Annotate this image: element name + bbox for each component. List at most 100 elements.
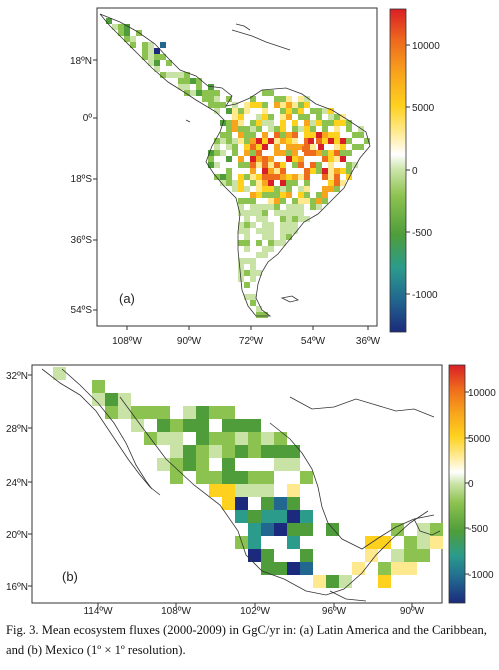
flux-cell	[417, 536, 430, 549]
colorbar-b-tick-label: 5000	[468, 434, 491, 445]
flux-cell	[268, 174, 274, 180]
flux-cell	[160, 54, 166, 60]
flux-cell	[340, 150, 346, 156]
flux-cell	[328, 108, 334, 114]
flux-cell	[322, 108, 328, 114]
flux-cell	[190, 90, 196, 96]
map-b-ytick-label: 24ºN	[6, 478, 28, 489]
flux-cell	[292, 222, 298, 228]
flux-cell	[358, 138, 364, 144]
flux-cell	[214, 168, 220, 174]
flux-cell	[286, 108, 292, 114]
flux-cell	[286, 120, 292, 126]
flux-cell	[286, 186, 292, 192]
flux-cell	[235, 497, 248, 510]
flux-cell	[256, 174, 262, 180]
panel-b-mexico-map: 32ºN 28ºN 24ºN 20ºN 16ºN (b) 10000 5000 …	[0, 355, 499, 607]
flux-cell	[261, 484, 274, 497]
flux-cell	[404, 536, 417, 549]
flux-cell	[244, 150, 250, 156]
flux-cell	[286, 114, 292, 120]
flux-cell	[250, 144, 256, 150]
flux-cell	[250, 294, 256, 300]
flux-cell	[298, 210, 304, 216]
flux-cell	[262, 162, 268, 168]
flux-cell	[232, 114, 238, 120]
flux-cell	[250, 300, 256, 306]
flux-cell	[226, 180, 232, 186]
flux-cell	[280, 132, 286, 138]
map-a-svg: 18ºN 0º 18ºS 36ºS 54ºS 108ºW 90ºW 72ºW 5…	[70, 7, 440, 347]
flux-cell	[118, 406, 131, 419]
flux-cell	[214, 156, 220, 162]
flux-cell	[256, 276, 262, 282]
flux-cell	[262, 114, 268, 120]
flux-cell	[262, 156, 268, 162]
flux-cell	[287, 497, 300, 510]
flux-cell	[232, 144, 238, 150]
flux-cell	[244, 294, 250, 300]
flux-cell	[328, 150, 334, 156]
flux-cell	[183, 445, 196, 458]
flux-cell	[292, 144, 298, 150]
flux-cell	[226, 132, 232, 138]
flux-cell	[304, 138, 310, 144]
colorbar-a-tick-label: 0	[412, 166, 418, 177]
flux-cell	[304, 168, 310, 174]
flux-cell	[131, 419, 144, 432]
flux-cell	[304, 216, 310, 222]
flux-cell	[220, 132, 226, 138]
flux-cell	[417, 549, 430, 562]
flux-cell	[274, 144, 280, 150]
flux-cell	[430, 523, 443, 536]
flux-cell	[105, 406, 118, 419]
flux-cell	[287, 523, 300, 536]
flux-cell	[280, 120, 286, 126]
flux-cell	[310, 204, 316, 210]
flux-cell	[274, 204, 280, 210]
flux-cell	[256, 144, 262, 150]
flux-cell	[326, 575, 339, 588]
flux-cell	[274, 234, 280, 240]
flux-cell	[262, 90, 268, 96]
map-a-xtick-label: 90ºW	[177, 336, 202, 345]
flux-cell	[280, 150, 286, 156]
flux-cell	[250, 210, 256, 216]
flux-cell	[274, 150, 280, 156]
flux-cell	[256, 156, 262, 162]
map-a-ytick-label: 18ºS	[71, 174, 93, 185]
map-b-xaxis-labels: 114ºW 108ºW 102ºW 96ºW 90ºW	[0, 602, 499, 623]
colorbar-a-tick-label: -500	[412, 228, 432, 239]
flux-cell	[298, 186, 304, 192]
flux-cell	[274, 458, 287, 471]
flux-cell	[248, 536, 261, 549]
flux-cell	[280, 102, 286, 108]
flux-cell	[262, 144, 268, 150]
flux-cell	[391, 549, 404, 562]
flux-cell	[328, 168, 334, 174]
flux-cell	[244, 186, 250, 192]
flux-cell	[298, 156, 304, 162]
flux-cell	[300, 549, 313, 562]
flux-cell	[346, 150, 352, 156]
flux-cell	[214, 138, 220, 144]
flux-cell	[292, 198, 298, 204]
flux-cell	[328, 186, 334, 192]
flux-cell	[238, 204, 244, 210]
flux-cell	[274, 562, 287, 575]
flux-cell	[256, 252, 262, 258]
flux-cell	[340, 138, 346, 144]
flux-cell	[220, 180, 226, 186]
flux-cell	[196, 445, 209, 458]
flux-cell	[304, 180, 310, 186]
flux-cell	[322, 186, 328, 192]
flux-cell	[250, 192, 256, 198]
flux-cell	[346, 162, 352, 168]
flux-cell	[298, 174, 304, 180]
flux-cell	[274, 126, 280, 132]
flux-cell	[316, 168, 322, 174]
flux-cell	[250, 132, 256, 138]
flux-cell	[280, 192, 286, 198]
flux-cell	[220, 138, 226, 144]
flux-cell	[256, 114, 262, 120]
